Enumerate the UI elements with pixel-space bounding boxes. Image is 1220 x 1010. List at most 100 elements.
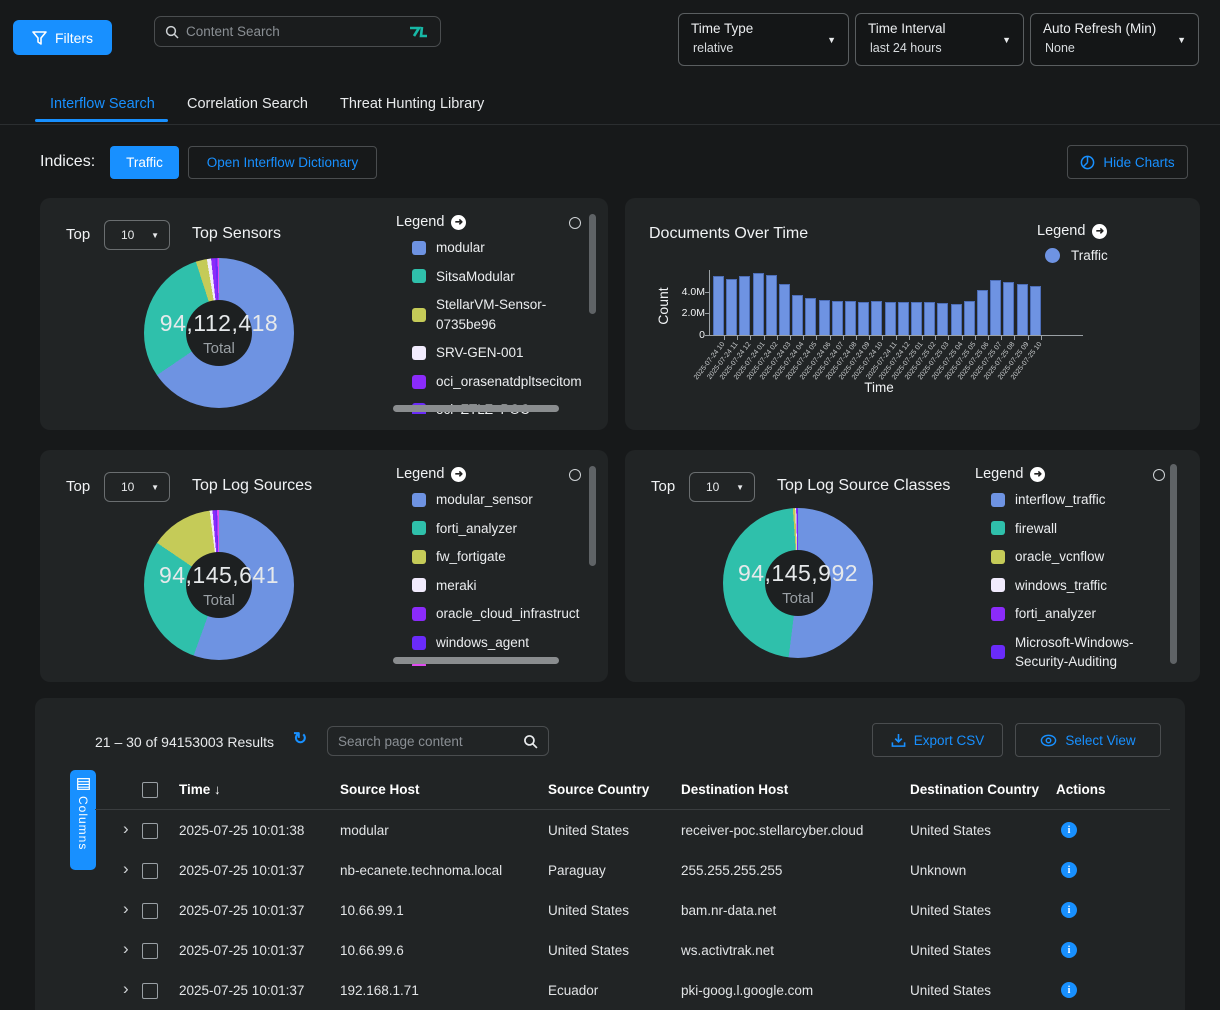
expand-row-icon[interactable]: › <box>123 899 129 918</box>
open-interflow-dictionary-button[interactable]: Open Interflow Dictionary <box>188 146 377 179</box>
bar-24[interactable] <box>1029 286 1041 335</box>
select-view-button[interactable]: Select View <box>1015 723 1161 757</box>
legend-vertical-scrollbar[interactable] <box>589 466 596 566</box>
expand-row-icon[interactable]: › <box>123 939 129 958</box>
legend-radio-icon[interactable] <box>1153 469 1165 481</box>
legend-item[interactable]: meraki <box>412 576 596 596</box>
legend-item[interactable]: firewall <box>991 519 1180 539</box>
col-source-country[interactable]: Source Country <box>548 782 650 797</box>
expand-row-icon[interactable]: › <box>123 859 129 878</box>
legend-arrow-icon[interactable]: ➜ <box>1030 466 1046 482</box>
legend-item[interactable]: interflow_traffic <box>991 490 1180 510</box>
bar-3[interactable] <box>752 273 764 335</box>
legend-item[interactable]: Traffic <box>1045 248 1108 263</box>
donut-chart[interactable] <box>723 508 873 658</box>
bar-2[interactable] <box>739 276 751 335</box>
bar-19[interactable] <box>963 301 975 335</box>
row-checkbox[interactable] <box>142 983 158 999</box>
legend-vertical-scrollbar[interactable] <box>1170 464 1177 664</box>
legend-header[interactable]: Legend ➜ <box>975 466 1180 482</box>
info-icon[interactable]: i <box>1061 942 1077 958</box>
bar-13[interactable] <box>884 302 896 335</box>
bar-22[interactable] <box>1003 282 1015 335</box>
info-icon[interactable]: i <box>1061 822 1077 838</box>
legend-item[interactable]: SitsaModular <box>412 267 596 287</box>
bar-1[interactable] <box>726 279 738 335</box>
bar-4[interactable] <box>765 275 777 335</box>
legend-item[interactable]: StellarVM-Sensor-0735be96 <box>412 295 596 334</box>
legend-item[interactable]: SRV-GEN-001 <box>412 343 596 363</box>
legend-item[interactable]: modular_sensor <box>412 490 596 510</box>
time-interval-select[interactable]: Time Interval last 24 hours ▼ <box>855 13 1024 66</box>
legend-item[interactable]: windows_traffic <box>991 576 1180 596</box>
bar-23[interactable] <box>1016 284 1028 335</box>
legend-horizontal-scrollbar[interactable] <box>393 657 559 664</box>
legend-horizontal-scrollbar[interactable] <box>393 405 559 412</box>
top-n-select[interactable]: 10 ▼ <box>689 472 755 502</box>
row-checkbox[interactable] <box>142 943 158 959</box>
legend-item[interactable]: forti_analyzer <box>412 519 596 539</box>
bar-12[interactable] <box>871 301 883 335</box>
bar-9[interactable] <box>831 301 843 335</box>
bar-0[interactable] <box>713 276 724 335</box>
bar-11[interactable] <box>858 302 870 335</box>
legend-arrow-icon[interactable]: ➜ <box>451 214 467 230</box>
table-row[interactable]: › 2025-07-25 10:01:38 modular United States… <box>35 811 1185 851</box>
table-row[interactable]: › 2025-07-25 10:01:37 nb-ecanete.technoma.… <box>35 851 1185 891</box>
content-search-input[interactable]: Content Search <box>154 16 441 47</box>
donut-chart[interactable] <box>144 258 294 408</box>
legend-item[interactable]: modular <box>412 238 596 258</box>
expand-row-icon[interactable]: › <box>123 979 129 998</box>
info-icon[interactable]: i <box>1061 862 1077 878</box>
col-source-host[interactable]: Source Host <box>340 782 420 797</box>
legend-item[interactable]: windows_agent <box>412 633 596 653</box>
export-csv-button[interactable]: Export CSV <box>872 723 1003 757</box>
table-row[interactable]: › 2025-07-25 10:01:37 192.168.1.71 Ecuador p… <box>35 971 1185 1010</box>
bar-6[interactable] <box>792 295 804 335</box>
table-row[interactable]: › 2025-07-25 10:01:37 10.66.99.1 United Sta… <box>35 891 1185 931</box>
legend-item[interactable]: Microsoft-Windows-Security-Auditing <box>991 633 1180 672</box>
top-n-select[interactable]: 10 ▼ <box>104 220 170 250</box>
bar-15[interactable] <box>911 302 922 335</box>
legend-radio-icon[interactable] <box>569 469 581 481</box>
bar-8[interactable] <box>818 300 830 335</box>
legend-header[interactable]: Legend ➜ <box>396 466 596 482</box>
legend-item[interactable]: fw_fortigate <box>412 547 596 567</box>
bar-7[interactable] <box>805 298 817 335</box>
tab-threat-hunting-library[interactable]: Threat Hunting Library <box>340 96 485 112</box>
donut-chart[interactable] <box>144 510 294 660</box>
legend-header[interactable]: Legend ➜ <box>1037 223 1108 239</box>
legend-item[interactable]: oci_orasenatdpltsecitom <box>412 372 596 392</box>
col-destination-host[interactable]: Destination Host <box>681 782 789 797</box>
hide-charts-button[interactable]: Hide Charts <box>1067 145 1188 179</box>
col-time[interactable]: Time ↓ <box>179 782 221 797</box>
tab-interflow-search[interactable]: Interflow Search <box>50 96 155 112</box>
bar-17[interactable] <box>937 303 949 335</box>
top-n-select[interactable]: 10 ▼ <box>104 472 170 502</box>
expand-row-icon[interactable]: › <box>123 819 129 838</box>
row-checkbox[interactable] <box>142 863 158 879</box>
bar-5[interactable] <box>779 284 790 335</box>
legend-item[interactable]: oracle_cloud_infrastruct <box>412 604 596 624</box>
legend-radio-icon[interactable] <box>569 217 581 229</box>
bar-18[interactable] <box>950 304 962 335</box>
legend-item[interactable]: oracle_vcnflow <box>991 547 1180 567</box>
time-type-select[interactable]: Time Type relative ▼ <box>678 13 849 66</box>
refresh-icon[interactable]: ↻ <box>293 729 308 748</box>
tab-correlation-search[interactable]: Correlation Search <box>187 96 308 112</box>
legend-arrow-icon[interactable]: ➜ <box>451 466 467 482</box>
bar-16[interactable] <box>924 302 936 335</box>
bar-21[interactable] <box>990 280 1002 335</box>
legend-arrow-icon[interactable]: ➜ <box>1092 223 1108 239</box>
legend-item[interactable]: forti_analyzer <box>991 604 1180 624</box>
traffic-index-button[interactable]: Traffic <box>110 146 179 179</box>
columns-button[interactable]: Columns <box>70 770 96 870</box>
bar-14[interactable] <box>897 302 909 335</box>
row-checkbox[interactable] <box>142 903 158 919</box>
bar-10[interactable] <box>845 301 856 335</box>
info-icon[interactable]: i <box>1061 982 1077 998</box>
legend-header[interactable]: Legend ➜ <box>396 214 596 230</box>
auto-refresh-select[interactable]: Auto Refresh (Min) None ▼ <box>1030 13 1199 66</box>
row-checkbox[interactable] <box>142 823 158 839</box>
info-icon[interactable]: i <box>1061 902 1077 918</box>
